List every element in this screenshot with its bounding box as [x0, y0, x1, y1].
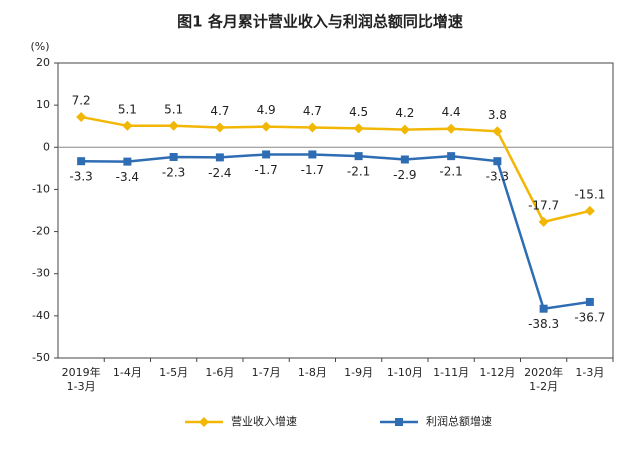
data-label: -3.4	[116, 170, 139, 184]
y-axis-label: (%)	[30, 40, 49, 53]
point	[492, 126, 503, 137]
data-label: -2.4	[208, 166, 231, 180]
series-line	[80, 115, 591, 224]
x-tick-label: 1-10月	[387, 366, 423, 379]
point	[168, 120, 179, 131]
point	[262, 150, 271, 159]
data-label: -38.3	[528, 317, 559, 331]
x-tick-label: 1-6月	[205, 366, 234, 379]
point	[585, 297, 594, 306]
data-label: 4.7	[303, 104, 322, 118]
point	[169, 152, 178, 161]
chart-title: 图1 各月累计营业收入与利润总额同比增速	[177, 13, 463, 31]
point	[123, 157, 132, 166]
x-tick-label: 1-5月	[159, 366, 188, 379]
point	[77, 157, 86, 166]
data-label: -3.3	[69, 170, 92, 184]
point	[214, 122, 225, 133]
point	[307, 122, 318, 133]
point	[538, 216, 549, 227]
data-label: 4.2	[395, 106, 414, 120]
y-tick-label: 10	[36, 98, 50, 111]
point	[584, 205, 595, 216]
point	[399, 124, 410, 135]
legend-label: 营业收入增速	[231, 414, 297, 428]
data-label: 4.7	[210, 104, 229, 118]
point	[395, 418, 403, 426]
y-tick-label: -10	[32, 182, 50, 195]
x-tick-label: 1-12月	[479, 366, 515, 379]
point	[199, 417, 209, 427]
point	[539, 304, 548, 313]
data-label: -1.7	[254, 163, 277, 177]
point	[308, 150, 317, 159]
data-label: 7.2	[72, 93, 91, 107]
data-label: 5.1	[164, 102, 183, 116]
x-tick-label: 1-3月	[575, 366, 604, 379]
data-label: -15.1	[574, 187, 605, 201]
series-line	[81, 153, 591, 311]
point	[354, 152, 363, 161]
y-tick-label: 0	[43, 140, 50, 153]
y-tick-label: 20	[36, 56, 50, 69]
point	[353, 123, 364, 134]
point	[76, 111, 87, 122]
data-label: 3.8	[488, 108, 507, 122]
point	[122, 120, 133, 131]
data-label: -17.7	[528, 198, 559, 212]
y-tick-label: -30	[32, 267, 50, 280]
y-tick-label: -20	[32, 225, 50, 238]
data-label: -36.7	[574, 310, 605, 324]
point	[447, 152, 456, 161]
x-tick-label: 2020年	[524, 365, 563, 379]
point	[493, 157, 502, 166]
point	[261, 121, 272, 132]
data-label: 4.4	[442, 105, 461, 119]
data-label: 4.5	[349, 105, 368, 119]
data-label: -1.7	[301, 163, 324, 177]
x-tick-label: 1-7月	[252, 366, 281, 379]
y-tick-label: -50	[32, 351, 50, 364]
data-label: -2.1	[347, 165, 370, 179]
x-tick-label: 2019年	[62, 365, 101, 379]
x-tick-label: 1-4月	[113, 366, 142, 379]
data-label: 4.9	[257, 103, 276, 117]
legend-label: 利润总额增速	[426, 414, 492, 428]
x-tick-label: 1-9月	[344, 366, 373, 379]
x-tick-label: 1-8月	[298, 366, 327, 379]
y-tick-label: -40	[32, 309, 50, 322]
data-label: -2.3	[162, 165, 185, 179]
x-tick-label: 1-11月	[433, 366, 469, 379]
point	[400, 155, 409, 164]
data-label: -3.3	[486, 170, 509, 184]
point	[215, 153, 224, 162]
data-label: 5.1	[118, 102, 137, 116]
x-tick-label: 1-3月	[67, 380, 96, 393]
data-label: -2.9	[393, 168, 416, 182]
data-label: -2.1	[439, 165, 462, 179]
x-tick-label: 1-2月	[529, 380, 558, 393]
point	[446, 123, 457, 134]
